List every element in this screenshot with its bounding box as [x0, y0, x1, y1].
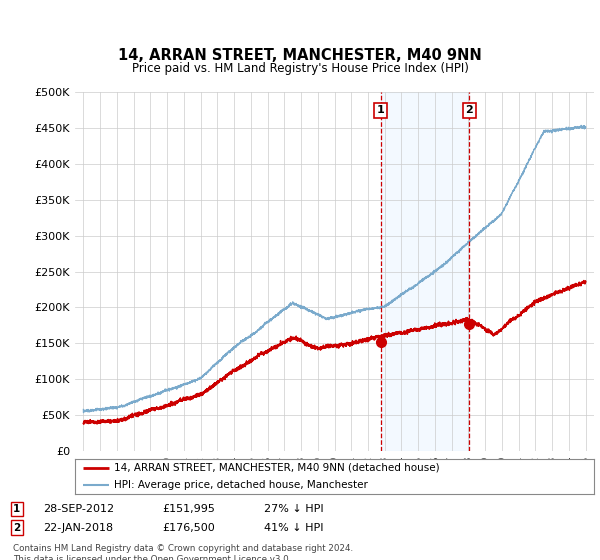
- Text: 41% ↓ HPI: 41% ↓ HPI: [264, 522, 323, 533]
- Text: £176,500: £176,500: [162, 522, 215, 533]
- Text: 2: 2: [13, 522, 20, 533]
- Text: 2: 2: [466, 105, 473, 115]
- Text: HPI: Average price, detached house, Manchester: HPI: Average price, detached house, Manc…: [114, 480, 368, 490]
- Text: £151,995: £151,995: [162, 504, 215, 514]
- Text: 14, ARRAN STREET, MANCHESTER, M40 9NN: 14, ARRAN STREET, MANCHESTER, M40 9NN: [118, 49, 482, 63]
- Text: 28-SEP-2012: 28-SEP-2012: [43, 504, 115, 514]
- Bar: [380, 92, 469, 451]
- Text: 27% ↓ HPI: 27% ↓ HPI: [264, 504, 323, 514]
- Text: 14, ARRAN STREET, MANCHESTER, M40 9NN (detached house): 14, ARRAN STREET, MANCHESTER, M40 9NN (d…: [114, 463, 440, 473]
- Text: Contains HM Land Registry data © Crown copyright and database right 2024.
This d: Contains HM Land Registry data © Crown c…: [13, 544, 353, 560]
- Text: Price paid vs. HM Land Registry's House Price Index (HPI): Price paid vs. HM Land Registry's House …: [131, 62, 469, 75]
- Text: 1: 1: [377, 105, 385, 115]
- Text: 1: 1: [13, 504, 20, 514]
- Text: 22-JAN-2018: 22-JAN-2018: [43, 522, 113, 533]
